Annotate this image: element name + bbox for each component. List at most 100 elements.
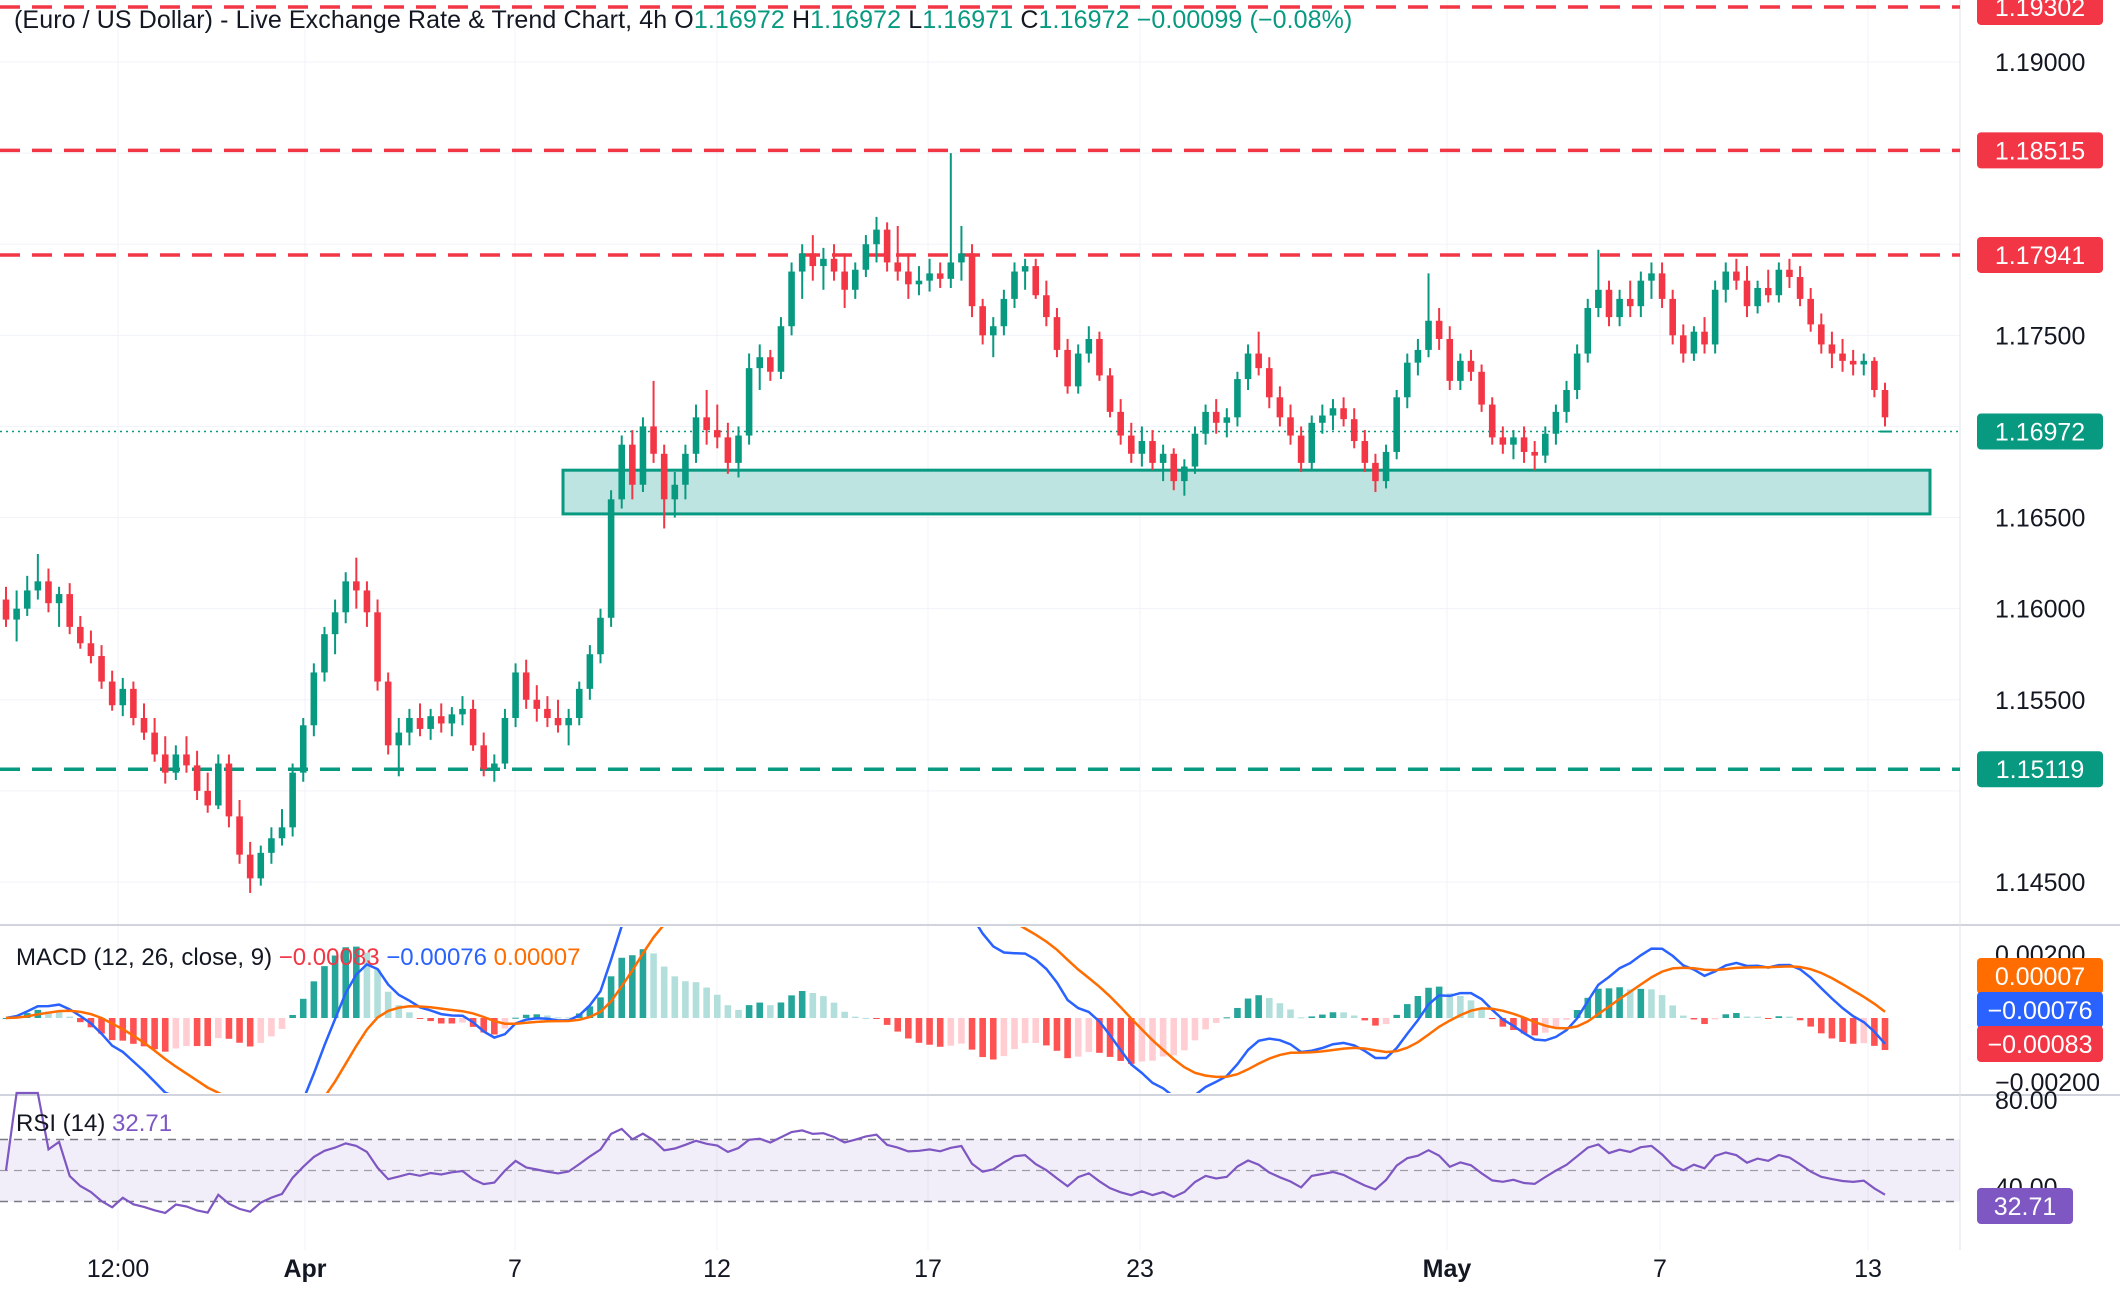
macd-histogram-bar [544, 1015, 551, 1018]
candle-body [1573, 353, 1581, 390]
candle-body [1595, 289, 1602, 308]
macd-histogram-bar [820, 996, 827, 1018]
macd-histogram-bar [1701, 1018, 1708, 1025]
macd-histogram-bar [1138, 1018, 1146, 1062]
macd-histogram-bar [979, 1018, 986, 1058]
macd-histogram-bar [77, 1018, 84, 1023]
macd-histogram-bar [331, 955, 339, 1018]
candle-body [554, 718, 562, 726]
candle-body [342, 581, 349, 613]
candle-body [1860, 360, 1868, 365]
macd-histogram-bar [905, 1018, 912, 1039]
candle-body [1234, 379, 1241, 418]
macd-histogram-bar [968, 1018, 976, 1050]
candlestick-series [2, 153, 1892, 893]
macd-histogram-bar [161, 1018, 169, 1052]
macd-legend[interactable]: MACD (12, 26, close, 9) −0.00083 −0.0007… [16, 944, 580, 972]
candle-body [1053, 317, 1061, 350]
candle-body [45, 581, 52, 604]
macd-histogram-bar [236, 1018, 243, 1043]
candle-body [1117, 411, 1124, 436]
macd-histogram-bar [1244, 998, 1252, 1018]
candle-body [1669, 298, 1676, 336]
candle-body [788, 271, 795, 327]
candle-body [1149, 441, 1156, 463]
macd-histogram-bar [1764, 1018, 1772, 1019]
candle-body [618, 444, 626, 500]
close-value: 1.16972 [1038, 6, 1130, 34]
candle-body [1552, 411, 1560, 434]
candle-body [1818, 324, 1825, 345]
macd-histogram-bar [958, 1018, 965, 1044]
macd-histogram-bar [1265, 997, 1273, 1018]
macd-histogram-bar [862, 1017, 870, 1019]
candle-body [13, 608, 20, 620]
macd-histogram-bar [1552, 1018, 1560, 1027]
candle-body [883, 229, 891, 263]
candle-body [480, 745, 488, 770]
macd-histogram-bar [491, 1018, 498, 1035]
time-axis[interactable]: 12:00 Apr 7 12 17 23 May 7 13 [87, 1255, 1882, 1283]
candle-body [1043, 295, 1050, 318]
candle-body [395, 732, 403, 746]
macd-histogram-bar [437, 1018, 445, 1024]
macd-histogram-bar [1287, 1009, 1294, 1018]
macd-histogram-bar [480, 1018, 488, 1033]
macd-histogram-bar [1319, 1014, 1326, 1018]
time-tick-label: 7 [508, 1255, 522, 1283]
macd-histogram-bar [1743, 1016, 1751, 1018]
candle-body [1287, 417, 1294, 436]
macd-histogram-bar [533, 1014, 541, 1018]
macd-histogram-bar [342, 947, 349, 1018]
price-badges: 1.19302 1.18515 1.17941 1.15119 1.16972 0.000… [1977, 0, 2103, 1224]
candle-body [268, 838, 275, 853]
candle-body [682, 453, 689, 485]
macd-histogram-bar [1595, 988, 1602, 1018]
support-zone [561, 468, 1932, 516]
candle-body [905, 271, 912, 285]
macd-histogram-bar [406, 1012, 413, 1018]
candle-body [1074, 353, 1082, 387]
macd-histogram-bar [55, 1011, 63, 1018]
time-tick-label: 7 [1653, 1255, 1667, 1283]
candle-body [1584, 308, 1592, 354]
candle-body [491, 763, 498, 770]
candle-body [1138, 441, 1146, 454]
candle-body [1775, 269, 1783, 296]
candle-body [77, 626, 84, 644]
candle-body [119, 688, 127, 706]
macd-histogram-bar [1711, 1018, 1719, 1020]
macd-histogram-bar [1510, 1018, 1517, 1030]
rsi-tick-label: 80.00 [1995, 1087, 2058, 1115]
open-label: O [674, 6, 694, 34]
candle-body [66, 594, 73, 627]
macd-histogram-bar [1393, 1014, 1400, 1018]
macd-histogram-bar [278, 1018, 286, 1029]
macd-histogram-bar [1382, 1018, 1390, 1025]
chart-header: (Euro / US Dollar) - Live Exchange Rate … [14, 6, 1352, 35]
resistance-price-badge: 1.17941 [1995, 242, 2085, 270]
candle-body [384, 681, 392, 746]
macd-histogram-bar [310, 981, 318, 1018]
macd-histogram-bar [607, 976, 615, 1018]
macd-histogram-bar [692, 982, 700, 1018]
time-tick-label: May [1423, 1255, 1472, 1283]
macd-histogram-bar [257, 1018, 265, 1043]
macd-histogram-bar [1584, 997, 1592, 1018]
macd-histogram-bar [841, 1011, 848, 1018]
resistance-price-badge: 1.19302 [1995, 0, 2085, 22]
macd-histogram-bar [1478, 1008, 1485, 1018]
rsi-legend[interactable]: RSI (14) 32.71 [16, 1110, 172, 1138]
macd-histogram-bar [204, 1018, 211, 1047]
candle-body [246, 854, 254, 879]
candle-body [544, 708, 551, 718]
candle-body [809, 253, 817, 267]
macd-histogram-bar [1340, 1012, 1347, 1018]
symbol-title: (Euro / US Dollar) - Live Exchange Rate … [14, 6, 668, 34]
candle-body [1106, 375, 1114, 412]
candle-body [851, 269, 859, 290]
candle-body [1488, 404, 1496, 438]
macd-histogram-bar [1828, 1018, 1836, 1039]
candle-body [416, 718, 424, 729]
